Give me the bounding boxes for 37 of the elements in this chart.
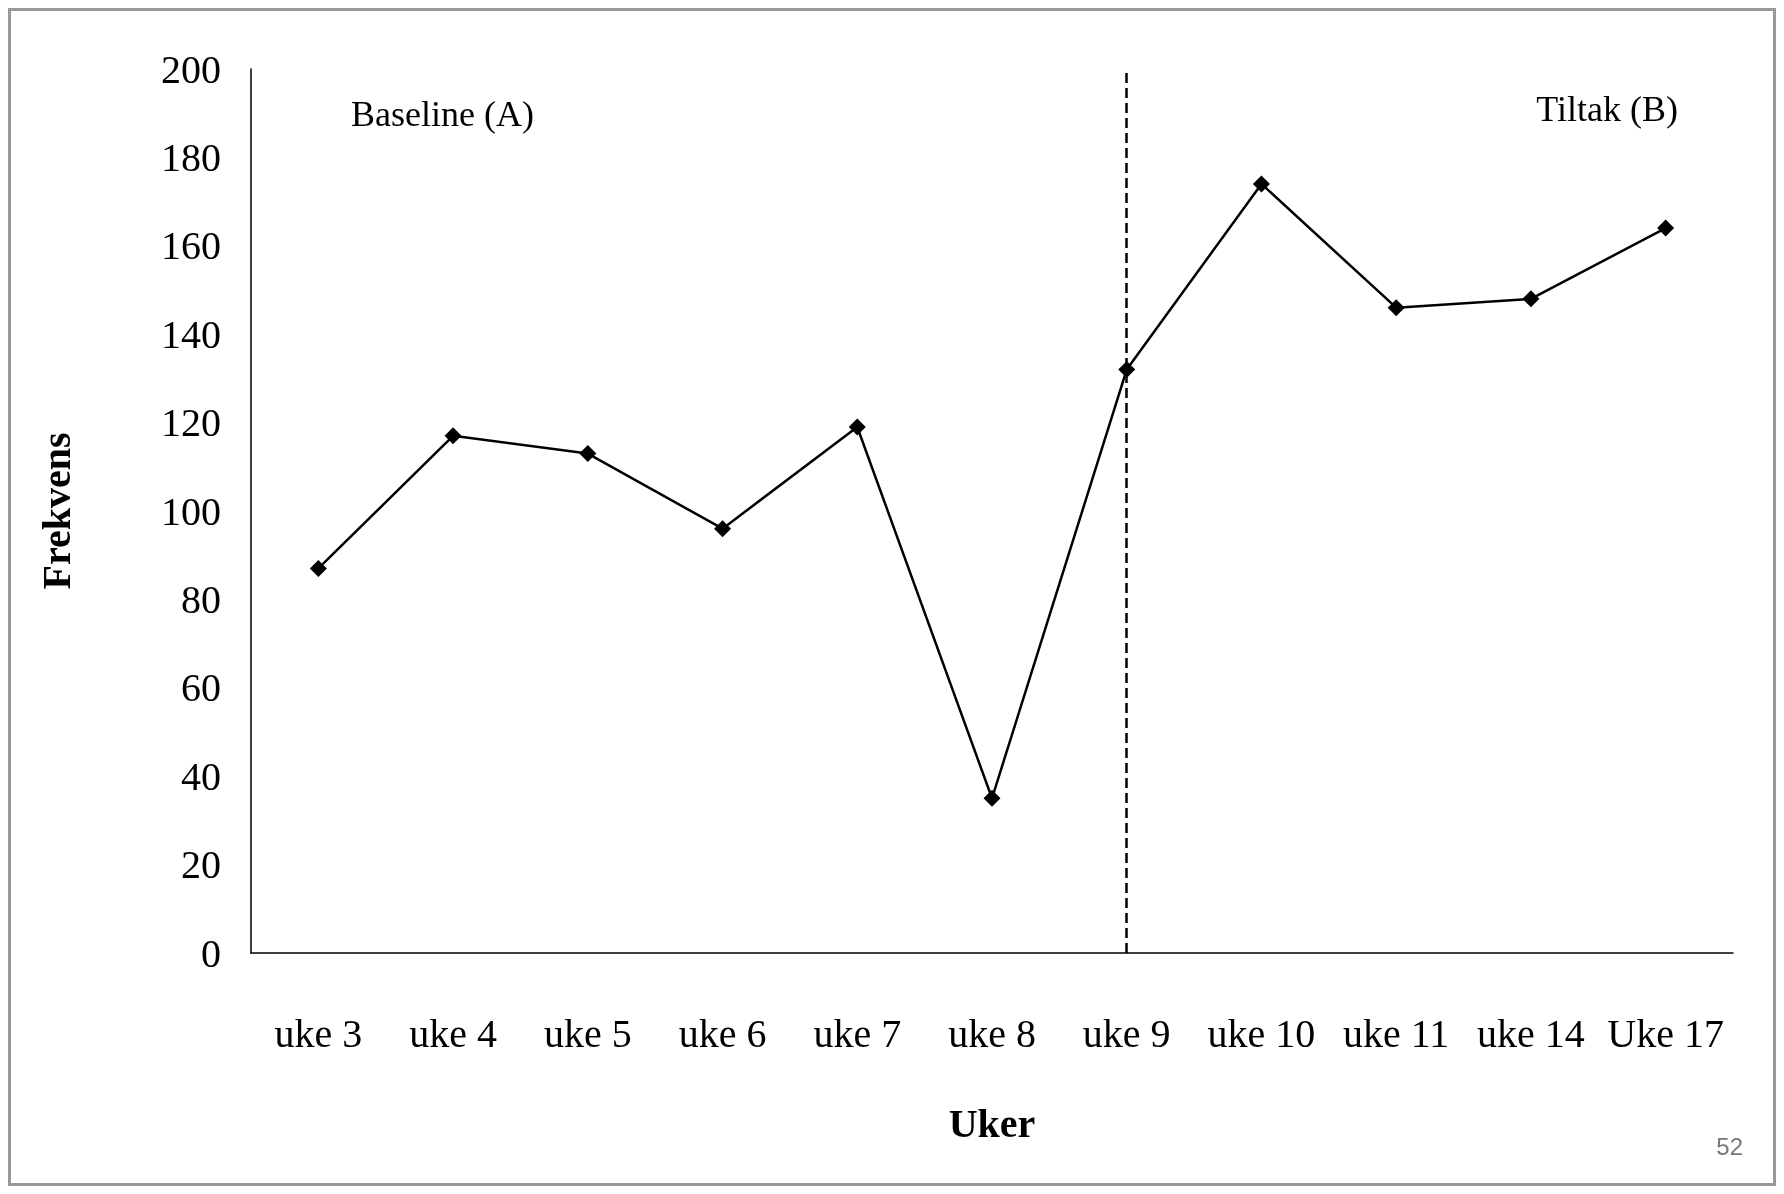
- point: [1657, 219, 1675, 237]
- y-tick-label: 80: [181, 576, 221, 622]
- point: [848, 418, 866, 436]
- point: [1252, 175, 1270, 193]
- annotation: Baseline (A): [351, 94, 534, 134]
- x-tick-label: uke 3: [274, 1010, 363, 1056]
- x-tick-label: uke 7: [813, 1010, 902, 1056]
- y-tick-label: 160: [161, 223, 221, 269]
- x-tick-label: uke 8: [948, 1010, 1036, 1056]
- y-tick-label: 120: [161, 400, 221, 446]
- y-tick-label: 20: [181, 842, 221, 888]
- y-tick-label: 140: [161, 311, 221, 357]
- x-tick-label: uke 14: [1477, 1010, 1585, 1056]
- x-tick-label: uke 9: [1082, 1010, 1171, 1056]
- point: [444, 427, 462, 445]
- point: [1387, 299, 1405, 317]
- x-tick-label: uke 5: [543, 1010, 632, 1056]
- x-tick-label: Uke 17: [1607, 1010, 1724, 1056]
- x-axis-title: Uker: [948, 1100, 1036, 1146]
- y-tick-label: 100: [161, 488, 221, 534]
- x-tick-label: uke 10: [1207, 1010, 1316, 1056]
- text: 52: [1716, 1132, 1744, 1160]
- y-tick-label: 0: [201, 930, 221, 976]
- point: [309, 559, 327, 577]
- x-tick-label: uke 11: [1343, 1010, 1450, 1056]
- point: [714, 520, 732, 538]
- y-tick-label: 40: [181, 753, 221, 799]
- y-tick-label: 60: [181, 665, 221, 711]
- y-tick-label: 180: [161, 134, 221, 180]
- point: [983, 789, 1001, 807]
- point: [1522, 290, 1540, 308]
- y-tick-label: 200: [161, 46, 221, 92]
- point: [579, 445, 597, 463]
- y-axis-title: Frekvens: [33, 432, 79, 590]
- x-tick-label: uke 6: [678, 1010, 767, 1056]
- x-tick-label: uke 4: [409, 1010, 497, 1056]
- annotation: Tiltak (B): [1536, 89, 1679, 129]
